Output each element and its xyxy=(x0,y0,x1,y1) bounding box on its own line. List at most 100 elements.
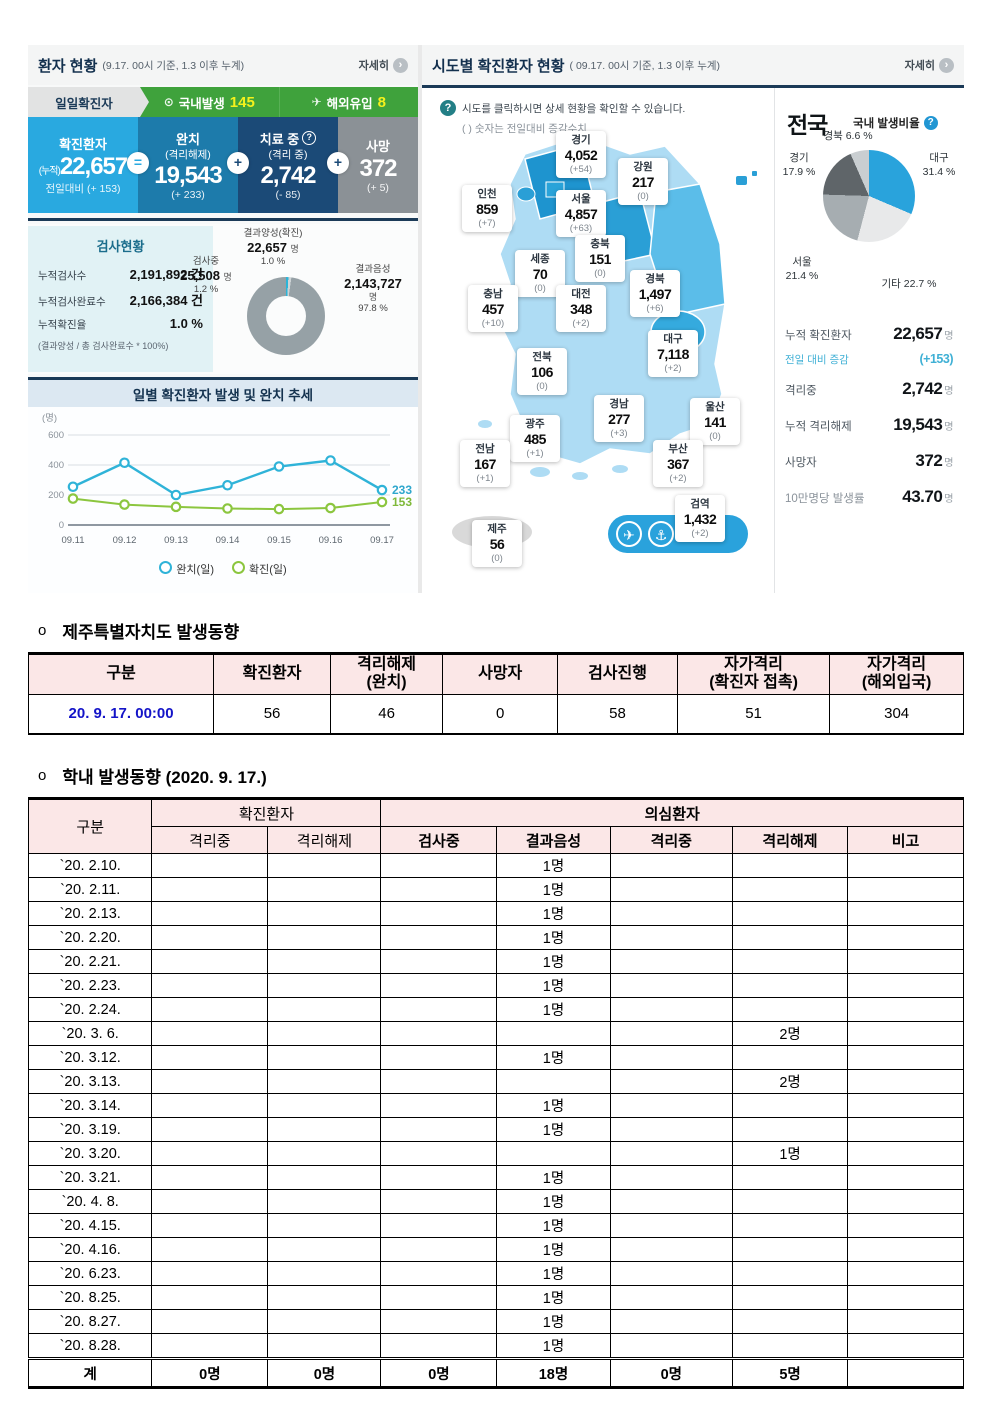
school-row-cell xyxy=(496,1069,611,1094)
confirmed-marker-icon xyxy=(232,561,245,574)
map-region-card-daejeon[interactable]: 대전 348 (+2) xyxy=(556,285,606,333)
region-delta: (+3) xyxy=(610,427,628,439)
value: 2,143,727 xyxy=(344,275,402,291)
school-table-row: `20. 4.15. 1명 xyxy=(27,1213,964,1238)
school-row-date: `20. 3.13. xyxy=(27,1069,153,1094)
map-region-card-gyeongbuk[interactable]: 경북 1,497 (+6) xyxy=(630,270,680,318)
school-row-cell xyxy=(609,853,734,878)
school-table-row: `20. 2.24. 1명 xyxy=(27,997,964,1022)
tab-daily-confirmed[interactable]: 일일확진자 xyxy=(28,87,149,117)
map-region-card-seoul[interactable]: 서울 4,857 (+63) xyxy=(556,190,606,238)
school-row-date: `20. 2.20. xyxy=(27,925,153,950)
bullet-marker: o xyxy=(38,622,47,639)
help-icon[interactable]: ? xyxy=(923,116,938,130)
region-delta: (0) xyxy=(594,267,606,279)
map-region-card-gyeongnam[interactable]: 경남 277 (+3) xyxy=(594,395,644,443)
school-row-date: `20. 4.15. xyxy=(27,1213,153,1238)
test-stat-row: 누적검사완료수 2,166,384 건 xyxy=(38,290,203,309)
school-row-cell: 1명 xyxy=(496,1117,611,1142)
more-link[interactable]: 자세히 › xyxy=(359,57,408,73)
map-region-card-gangwon[interactable]: 강원 217 (0) xyxy=(618,158,668,206)
trend-data-point xyxy=(376,484,388,496)
recovered-end-value: 233 xyxy=(392,483,412,497)
region-name: 대구 xyxy=(663,333,683,345)
section-title-text: 제주특별자치도 발생동향 xyxy=(62,623,240,642)
school-row-cell: 1명 xyxy=(496,1237,611,1262)
map-region-card-gwangju[interactable]: 광주 485 (+1) xyxy=(510,415,560,463)
school-row-cell xyxy=(380,877,498,902)
school-row-cell xyxy=(847,997,964,1022)
region-delta: (+54) xyxy=(569,163,593,175)
school-header-sub-row: 격리중 격리해제 검사중 결과음성 격리중 격리해제 비고 xyxy=(29,826,964,854)
card-subtitle: (격리 중) xyxy=(268,148,308,161)
region-name: 제주 xyxy=(487,523,507,535)
school-row-cell xyxy=(380,925,498,950)
stat-row-deaths: 사망자 372 명 xyxy=(775,443,965,479)
region-value: 141 xyxy=(704,413,726,430)
region-value: 1,497 xyxy=(638,285,672,302)
school-row-cell xyxy=(151,1189,269,1214)
stat-label: 사망자 xyxy=(785,457,817,469)
map-island-dokdo xyxy=(752,171,757,176)
school-row-cell xyxy=(151,1165,269,1190)
national-stats-list: 누적 확진환자 22,657 명 전일 대비 증감 (+153) 격리중 2,74… xyxy=(775,316,965,515)
region-name: 울산 xyxy=(705,401,725,413)
equals-icon: = xyxy=(127,152,149,174)
label: 결과양성(확진) xyxy=(243,228,303,239)
school-row-cell xyxy=(151,853,269,878)
test-stat-row: 누적검사수 2,191,892 건 xyxy=(38,264,203,283)
imported-cases[interactable]: ✈ 해외유입 8 xyxy=(278,87,419,117)
school-table-row: `20. 3.13. 2명 xyxy=(27,1069,964,1094)
region-delta: (+1) xyxy=(526,447,544,459)
region-name: 인천 xyxy=(477,188,497,200)
jeju-cell-testing: 58 xyxy=(557,693,678,735)
map-region-card-quarantine[interactable]: 검역 1,432 (+2) xyxy=(675,495,725,543)
school-row-cell xyxy=(609,1237,734,1262)
help-icon[interactable]: ? xyxy=(302,131,317,146)
map-region-card-ulsan[interactable]: 울산 141 (0) xyxy=(690,398,740,446)
card-delta: (+ 5) xyxy=(367,182,389,195)
map-region-card-chungbuk[interactable]: 충북 151 (0) xyxy=(575,235,625,283)
school-row-cell xyxy=(151,1261,269,1286)
trend-data-point xyxy=(170,501,182,513)
donut-label-positive: 결과양성(확진) 22,657 명 1.0 % xyxy=(218,228,328,268)
stat-label: 누적검사수 xyxy=(38,270,87,282)
map-region-card-incheon[interactable]: 인천 859 (+7) xyxy=(462,185,512,233)
map-region-card-gyeonggi[interactable]: 경기 4,052 (+54) xyxy=(556,131,606,179)
school-table-row: `20. 3. 6. 2명 xyxy=(27,1021,964,1046)
daily-tabbar: 일일확진자 ⊙ 국내발생 145 ✈ 해외유입 8 xyxy=(28,87,418,117)
school-table-row: `20. 2.11. 1명 xyxy=(27,877,964,902)
map-region-card-jeonnam[interactable]: 전남 167 (+1) xyxy=(460,440,510,488)
map-region-card-busan[interactable]: 부산 367 (+2) xyxy=(653,440,703,488)
map-region-incheon[interactable] xyxy=(516,186,536,202)
help-icon[interactable]: ? xyxy=(440,100,456,116)
region-delta: (+2) xyxy=(664,362,682,374)
school-row-cell xyxy=(609,1165,734,1190)
school-row-cell: 1명 xyxy=(732,1141,849,1166)
island xyxy=(478,420,492,428)
school-row-cell xyxy=(267,1261,382,1286)
map-region-card-daegu[interactable]: 대구 7,118 (+2) xyxy=(648,330,698,378)
school-row-cell xyxy=(380,1333,498,1359)
map-region-card-chungnam[interactable]: 충남 457 (+10) xyxy=(468,285,518,333)
stat-label: 누적 격리해제 xyxy=(785,421,852,433)
legend-confirmed: 확진(일) xyxy=(232,561,287,577)
school-row-cell xyxy=(151,949,269,974)
school-row-cell xyxy=(267,1285,382,1310)
test-status-box: 검사현황 누적검사수 2,191,892 건 누적검사완료수 2,166,384… xyxy=(28,226,213,372)
school-row-cell xyxy=(847,1165,964,1190)
school-row-cell: 1명 xyxy=(496,949,611,974)
imported-value: 8 xyxy=(377,93,386,111)
column-group-confirmed: 확진환자 xyxy=(151,798,382,827)
map-region-card-jeju[interactable]: 제주 56 (0) xyxy=(472,520,522,568)
school-row-cell xyxy=(732,997,849,1022)
more-link[interactable]: 자세히 › xyxy=(905,57,954,73)
school-row-cell xyxy=(267,1165,382,1190)
panel-header: 시도별 확진환자 현황 ( 09.17. 00시 기준, 1.3 이후 누계) … xyxy=(422,45,964,85)
domestic-cases[interactable]: ⊙ 국내발생 145 xyxy=(140,87,279,117)
school-row-cell xyxy=(151,1021,269,1046)
school-table-row: `20. 2.21. 1명 xyxy=(27,949,964,974)
school-row-cell xyxy=(609,1213,734,1238)
school-row-cell xyxy=(847,1213,964,1238)
map-region-card-jeonbuk[interactable]: 전북 106 (0) xyxy=(517,348,567,396)
